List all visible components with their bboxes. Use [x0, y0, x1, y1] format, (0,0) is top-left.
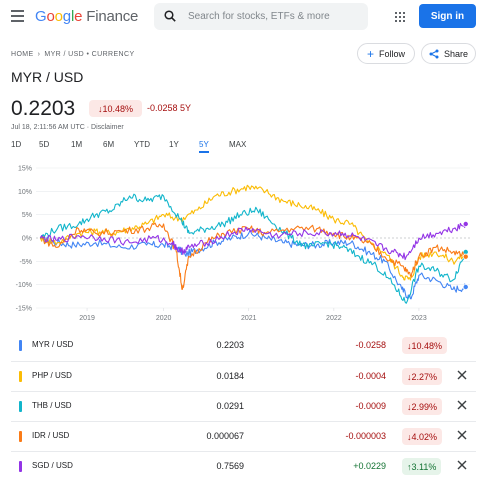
pair-name: THB / USD — [32, 401, 72, 410]
current-price: 0.2203 — [11, 97, 76, 120]
pair-change-percent: ↓10.48% — [402, 337, 448, 354]
pair-change: -0.000003 — [345, 431, 386, 441]
pair-change-percent: ↓2.99% — [402, 398, 443, 415]
remove-comparison-close-icon[interactable] — [455, 398, 469, 412]
pair-name: MYR / USD — [32, 340, 74, 349]
remove-comparison-close-icon[interactable] — [455, 428, 469, 442]
y-tick-label: 5% — [22, 212, 32, 219]
series-line — [39, 222, 467, 261]
x-tick-label: 2019 — [79, 315, 95, 322]
y-tick-label: -5% — [20, 259, 32, 266]
series-line — [39, 184, 467, 281]
x-tick-label: 2023 — [411, 315, 427, 322]
series-color-swatch — [19, 371, 22, 382]
pair-value: 0.000067 — [206, 431, 244, 441]
range-tab-6m[interactable]: 6M — [103, 140, 115, 149]
series-color-swatch — [19, 431, 22, 442]
search-icon — [164, 10, 176, 22]
pair-change-percent: ↓2.27% — [402, 368, 443, 385]
pair-change: +0.0229 — [353, 461, 386, 471]
breadcrumb-home[interactable]: HOME — [11, 51, 34, 58]
series-color-swatch — [19, 340, 22, 351]
series-line — [40, 193, 467, 304]
range-tab-5d[interactable]: 5D — [39, 140, 50, 149]
hamburger-menu-icon[interactable] — [11, 10, 24, 22]
range-tab-1y[interactable]: 1Y — [169, 140, 179, 149]
range-tab-1m[interactable]: 1M — [71, 140, 83, 149]
y-tick-label: 0% — [22, 236, 32, 243]
apps-grid-icon[interactable] — [395, 12, 405, 22]
search-box[interactable] — [154, 3, 368, 30]
search-input[interactable] — [188, 9, 363, 24]
x-tick-label: 2022 — [326, 315, 342, 322]
series-color-swatch — [19, 401, 22, 412]
comparison-row[interactable]: SGD / USD 0.7569 +0.0229 ↑3.11% — [11, 451, 476, 481]
y-tick-label: -10% — [16, 282, 32, 289]
pair-name: SGD / USD — [32, 461, 73, 470]
range-tab-5y[interactable]: 5Y — [199, 140, 209, 153]
comparison-row[interactable]: THB / USD 0.0291 -0.0009 ↓2.99% — [11, 391, 476, 421]
price-comparison-chart[interactable]: 15% 10% 5% 0% -5% -10% -15% 2019 2020 2021 2022 202… — [0, 160, 488, 330]
pair-value: 0.2203 — [216, 340, 244, 350]
pair-change: -0.0004 — [355, 371, 386, 381]
remove-comparison-close-icon[interactable] — [455, 458, 469, 472]
comparison-row[interactable]: IDR / USD 0.000067 -0.000003 ↓4.02% — [11, 421, 476, 451]
comparison-row[interactable]: PHP / USD 0.0184 -0.0004 ↓2.27% — [11, 361, 476, 391]
breadcrumb-separator: › — [37, 51, 41, 58]
pair-change-percent: ↓4.02% — [402, 428, 443, 445]
range-tab-ytd[interactable]: YTD — [134, 140, 150, 149]
series-end-point — [462, 284, 469, 291]
x-tick-label: 2021 — [241, 315, 257, 322]
y-tick-label: 10% — [18, 189, 32, 196]
page-title: MYR / USD — [11, 69, 84, 85]
range-tab-max[interactable]: MAX — [229, 140, 247, 149]
pair-name: PHP / USD — [32, 371, 72, 380]
pair-value: 0.0291 — [216, 401, 244, 411]
follow-button[interactable]: + Follow — [357, 43, 415, 64]
share-button[interactable]: Share — [421, 43, 476, 64]
quote-timestamp: Jul 18, 2:11:56 AM UTC · Disclaimer — [11, 124, 124, 131]
comparison-row[interactable]: MYR / USD 0.2203 -0.0258 ↓10.48% — [11, 331, 476, 361]
series-end-point — [462, 253, 469, 260]
series-end-point — [462, 221, 469, 228]
remove-comparison-close-icon[interactable] — [455, 368, 469, 382]
breadcrumb: HOME › MYR / USD • CURRENCY — [11, 51, 139, 58]
pair-value: 0.7569 — [216, 461, 244, 471]
x-tick-label: 2020 — [156, 315, 172, 322]
y-tick-label: 15% — [18, 166, 32, 173]
change-absolute: -0.0258 5Y — [147, 103, 192, 113]
pair-value: 0.0184 — [216, 371, 244, 381]
pair-change-percent: ↑3.11% — [402, 458, 442, 475]
comparison-list: MYR / USD 0.2203 -0.0258 ↓10.48% PHP / USD 0.… — [11, 331, 476, 481]
range-tab-1d[interactable]: 1D — [11, 140, 22, 149]
pair-change: -0.0258 — [355, 340, 386, 350]
plus-icon: + — [366, 46, 374, 61]
series-color-swatch — [19, 461, 22, 472]
y-tick-label: -15% — [16, 306, 32, 313]
share-icon — [429, 49, 439, 58]
google-finance-logo[interactable]: Google Finance — [35, 8, 139, 25]
sign-in-button[interactable]: Sign in — [419, 4, 476, 28]
breadcrumb-current: MYR / USD • CURRENCY — [44, 51, 135, 58]
pair-change: -0.0009 — [355, 401, 386, 411]
series-line — [39, 229, 467, 300]
series-line — [40, 222, 467, 290]
change-percent-badge: ↓10.48% — [89, 100, 142, 117]
pair-name: IDR / USD — [32, 431, 70, 440]
